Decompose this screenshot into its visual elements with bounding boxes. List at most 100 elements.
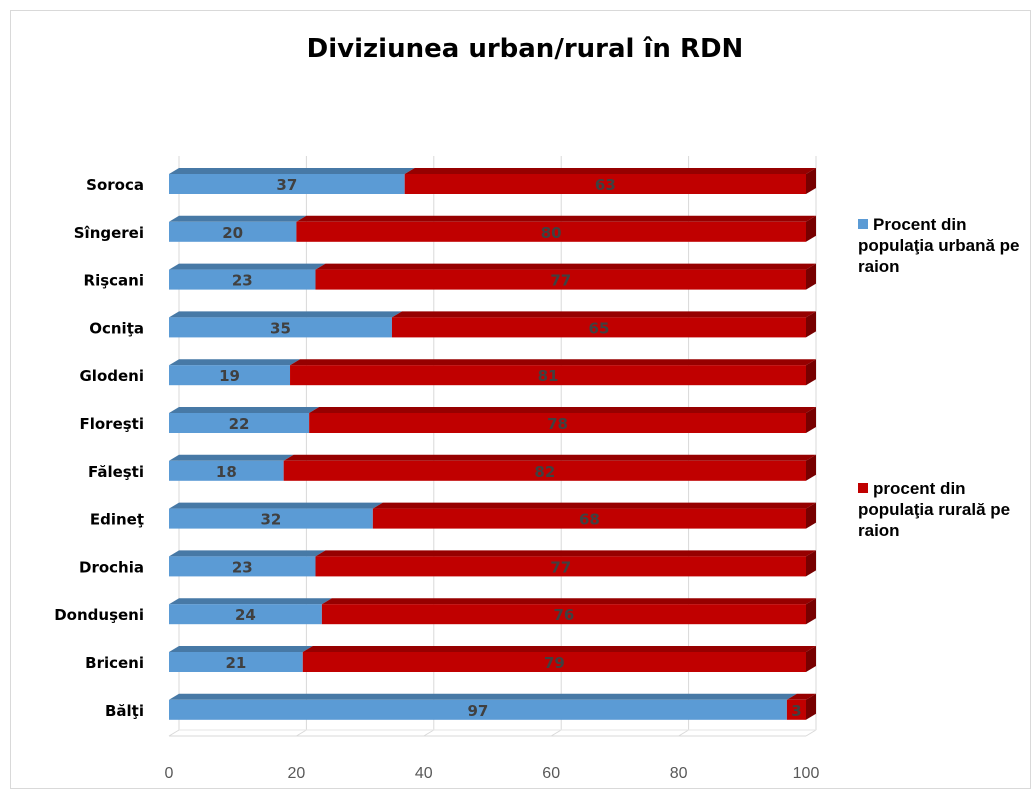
bar-urban	[169, 365, 291, 386]
bar-urban	[169, 317, 392, 338]
bar-top-urban	[169, 407, 320, 413]
data-label-urban: 21	[225, 654, 246, 672]
bar-top-rural	[786, 693, 816, 700]
bar-urban	[169, 699, 787, 720]
gridline-floor	[678, 729, 689, 737]
bar-rural	[283, 460, 806, 481]
category-label: Briceni	[85, 654, 144, 672]
data-label-urban: 97	[468, 702, 489, 720]
bar-urban	[169, 556, 316, 577]
data-label-rural: 81	[538, 367, 559, 385]
bar-side	[806, 168, 816, 194]
bar-urban	[169, 460, 284, 481]
bar-top-urban	[169, 693, 797, 700]
x-tick-label: 80	[670, 765, 688, 782]
data-label-urban: 19	[219, 367, 240, 385]
bar-rural	[290, 365, 806, 386]
x-tick-label: 20	[288, 765, 306, 782]
data-label-rural: 3	[791, 702, 801, 720]
bar-side	[806, 454, 816, 481]
data-label-urban: 18	[216, 463, 237, 481]
bar-top-rural	[321, 598, 816, 605]
data-label-urban: 23	[232, 558, 253, 576]
data-label-urban: 37	[276, 176, 297, 194]
x-tick-label: 60	[542, 765, 560, 782]
bar-top-urban	[169, 454, 294, 461]
legend-item-urban: Procent din populaţia urbană pe raion	[858, 214, 1033, 277]
bars-layer	[169, 168, 816, 720]
grid-layer	[168, 156, 817, 737]
data-label-rural: 80	[541, 224, 562, 242]
data-label-rural: 68	[579, 511, 600, 529]
legend-label-rural: procent din populaţia rurală pe raion	[858, 479, 1011, 540]
bar-rural	[786, 699, 806, 720]
category-label: Glodeni	[80, 367, 145, 385]
bar-urban	[169, 174, 405, 194]
gridline-floor	[168, 729, 180, 737]
bar-top-urban	[169, 646, 313, 652]
category-label: Drochia	[79, 558, 144, 576]
bar-side	[806, 311, 816, 338]
data-label-urban: 32	[260, 511, 281, 529]
bar-top-urban	[169, 598, 332, 605]
legend-swatch-rural	[858, 483, 868, 493]
bar-urban	[169, 221, 297, 242]
bar-side	[806, 646, 816, 672]
data-label-rural: 82	[534, 463, 555, 481]
legend-item-rural: procent din populaţia rurală pe raion	[858, 478, 1033, 541]
gridline-floor	[805, 729, 817, 737]
data-label-urban: 24	[235, 606, 256, 624]
category-label: Făleşti	[88, 463, 144, 481]
bar-top-rural	[290, 359, 816, 366]
data-label-rural: 76	[554, 606, 575, 624]
bar-top-urban	[169, 550, 326, 557]
gridline-floor	[423, 729, 435, 737]
bar-top-urban	[169, 502, 383, 509]
bar-top-rural	[372, 502, 816, 509]
bar-rural	[372, 508, 806, 529]
category-label: Edineţ	[90, 511, 144, 529]
bar-top-rural	[309, 407, 816, 413]
bar-top-urban	[169, 263, 326, 270]
bar-top-rural	[315, 550, 816, 557]
bar-urban	[169, 269, 316, 290]
chart-title: Diviziunea urban/rural în RDN	[306, 34, 744, 64]
x-tick-label: 40	[415, 765, 433, 782]
category-label: Ocniţa	[89, 319, 144, 337]
bar-rural	[296, 221, 806, 242]
bar-side	[806, 407, 816, 433]
labels-layer: 0 20 40 60 80 100 Soroca 37 63 Sîngerei 20 80 Rişcan…	[54, 176, 819, 782]
bar-top-rural	[302, 646, 816, 652]
bar-side	[806, 502, 816, 529]
legend-swatch-urban	[858, 219, 868, 229]
data-label-rural: 78	[547, 415, 568, 433]
data-label-rural: 65	[589, 319, 610, 337]
bar-rural	[302, 652, 806, 672]
gridline-floor	[550, 729, 562, 737]
bar-urban	[169, 604, 322, 625]
bar-urban	[169, 652, 303, 672]
bar-top-rural	[296, 215, 816, 222]
category-label: Floreşti	[79, 415, 144, 433]
bar-top-urban	[169, 311, 402, 318]
bar-rural	[404, 174, 806, 194]
category-label: Rişcani	[84, 272, 144, 290]
bar-top-urban	[169, 168, 415, 174]
bar-rural	[315, 269, 806, 290]
bar-urban	[169, 413, 310, 433]
bar-top-urban	[169, 215, 307, 222]
bar-top-urban	[169, 359, 301, 366]
gridline-floor	[296, 729, 307, 737]
data-label-rural: 63	[595, 176, 616, 194]
bar-top-rural	[404, 168, 816, 174]
bar-rural	[321, 604, 806, 625]
data-label-urban: 23	[232, 272, 253, 290]
bar-side	[806, 215, 816, 242]
chart-frame	[10, 10, 1031, 789]
legend-label-urban: Procent din populaţia urbană pe raion	[858, 215, 1020, 276]
bar-side	[806, 263, 816, 290]
bar-urban	[169, 508, 373, 529]
bar-side	[806, 693, 816, 720]
data-label-rural: 79	[544, 654, 565, 672]
